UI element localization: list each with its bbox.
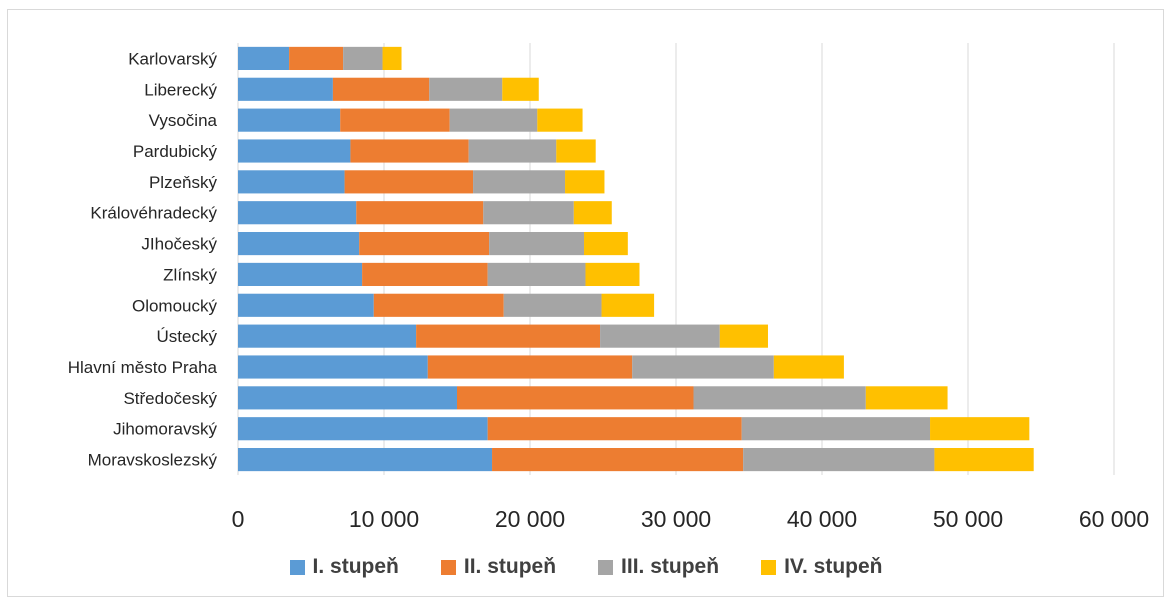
bar-segment	[373, 293, 504, 317]
bar-segment	[238, 46, 290, 70]
category-label: Pardubický	[133, 142, 218, 161]
legend-swatch	[598, 559, 614, 575]
bar-segment	[483, 201, 574, 225]
bar-segment	[457, 386, 694, 410]
x-tick-label: 40 000	[787, 506, 857, 532]
bar-segment	[289, 46, 344, 70]
x-tick-label: 0	[232, 506, 245, 532]
x-tick-label: 20 000	[495, 506, 565, 532]
bar-segment	[584, 232, 628, 256]
category-label: JIhočeský	[141, 235, 217, 254]
legend-label: III. stupeň	[621, 555, 720, 578]
bars	[238, 46, 1034, 472]
bar-segment	[238, 386, 457, 410]
bar-segment	[238, 232, 360, 256]
legend-label: IV. stupeň	[784, 555, 883, 578]
category-label: Moravskoslezský	[88, 451, 218, 470]
bar-segment	[719, 324, 768, 348]
category-label: Královéhradecký	[90, 204, 217, 223]
bar-segment	[468, 139, 557, 163]
bar-segment	[600, 324, 720, 348]
bar-segment	[238, 77, 333, 101]
bar-segment	[343, 46, 383, 70]
category-label: Plzeňský	[149, 173, 218, 192]
bar-segment	[573, 201, 612, 225]
bar-segment	[238, 293, 374, 317]
x-tick-label: 50 000	[933, 506, 1003, 532]
bar-segment	[238, 448, 493, 472]
bar-segment	[489, 232, 585, 256]
bar-segment	[362, 262, 488, 286]
category-label: Středočeský	[123, 389, 217, 408]
bar-segment	[743, 448, 935, 472]
bar-segment	[238, 139, 351, 163]
category-label: Hlavní město Praha	[68, 358, 218, 377]
bar-segment	[429, 77, 503, 101]
bar-segment	[487, 262, 586, 286]
bar-segment	[238, 417, 488, 441]
bar-segment	[601, 293, 655, 317]
bar-segment	[238, 355, 428, 379]
bar-segment	[556, 139, 596, 163]
category-labels: Karlovarský Liberecký Vysočina Pardubický Pl…	[68, 49, 218, 469]
bar-segment	[238, 262, 363, 286]
bar-segment	[565, 170, 605, 194]
bar-segment	[632, 355, 774, 379]
category-label: Ústecký	[157, 327, 218, 346]
category-label: Liberecký	[144, 80, 217, 99]
bar-segment	[537, 108, 583, 132]
bar-segment	[865, 386, 948, 410]
bar-segment	[238, 108, 341, 132]
bar-segment	[934, 448, 1034, 472]
legend-swatch	[289, 559, 305, 575]
bar-segment	[773, 355, 844, 379]
gridlines	[237, 43, 1115, 475]
legend-label: II. stupeň	[463, 555, 557, 578]
bar-segment	[741, 417, 931, 441]
bar-segment	[340, 108, 450, 132]
legend-item: IV. stupeň	[761, 555, 882, 579]
bar-segment	[350, 139, 469, 163]
category-label: Zlínský	[163, 265, 217, 284]
bar-segment	[449, 108, 538, 132]
bar-segment	[382, 46, 402, 70]
category-label: Karlovarský	[128, 49, 217, 68]
bar-segment	[359, 232, 490, 256]
bar-segment	[503, 293, 602, 317]
bar-segment	[502, 77, 539, 101]
legend-item: II. stupeň	[440, 555, 557, 579]
bar-segment	[344, 170, 474, 194]
category-label: Vysočina	[149, 111, 218, 130]
bar-segment	[585, 262, 640, 286]
bar-segment	[238, 170, 345, 194]
bar-segment	[416, 324, 601, 348]
category-label: Jihomoravský	[113, 420, 217, 439]
bar-segment	[930, 417, 1030, 441]
x-tick-label: 30 000	[641, 506, 711, 532]
bar-segment	[487, 417, 742, 441]
category-label: Olomoucký	[132, 296, 218, 315]
bar-segment	[427, 355, 633, 379]
bar-segment	[238, 201, 357, 225]
legend-swatch	[440, 559, 456, 575]
legend-swatch	[761, 559, 777, 575]
legend: I. stupeň II. stupeň III. stupeň IV. stupeň	[0, 555, 1172, 579]
bar-segment	[238, 324, 417, 348]
legend-label: I. stupeň	[312, 555, 399, 578]
legend-item: III. stupeň	[598, 555, 719, 579]
bar-segment	[473, 170, 566, 194]
x-tick-label: 10 000	[349, 506, 419, 532]
stacked-bar-chart: Karlovarský Liberecký Vysočina Pardubický Pl…	[68, 43, 1150, 532]
legend-item: I. stupeň	[289, 555, 399, 579]
bar-segment	[332, 77, 430, 101]
bar-segment	[356, 201, 484, 225]
x-tick-labels: 0 10 000 20 000 30 000 40 000 50 000 60 000	[232, 506, 1150, 532]
x-tick-label: 60 000	[1079, 506, 1149, 532]
bar-segment	[492, 448, 744, 472]
bar-segment	[693, 386, 866, 410]
